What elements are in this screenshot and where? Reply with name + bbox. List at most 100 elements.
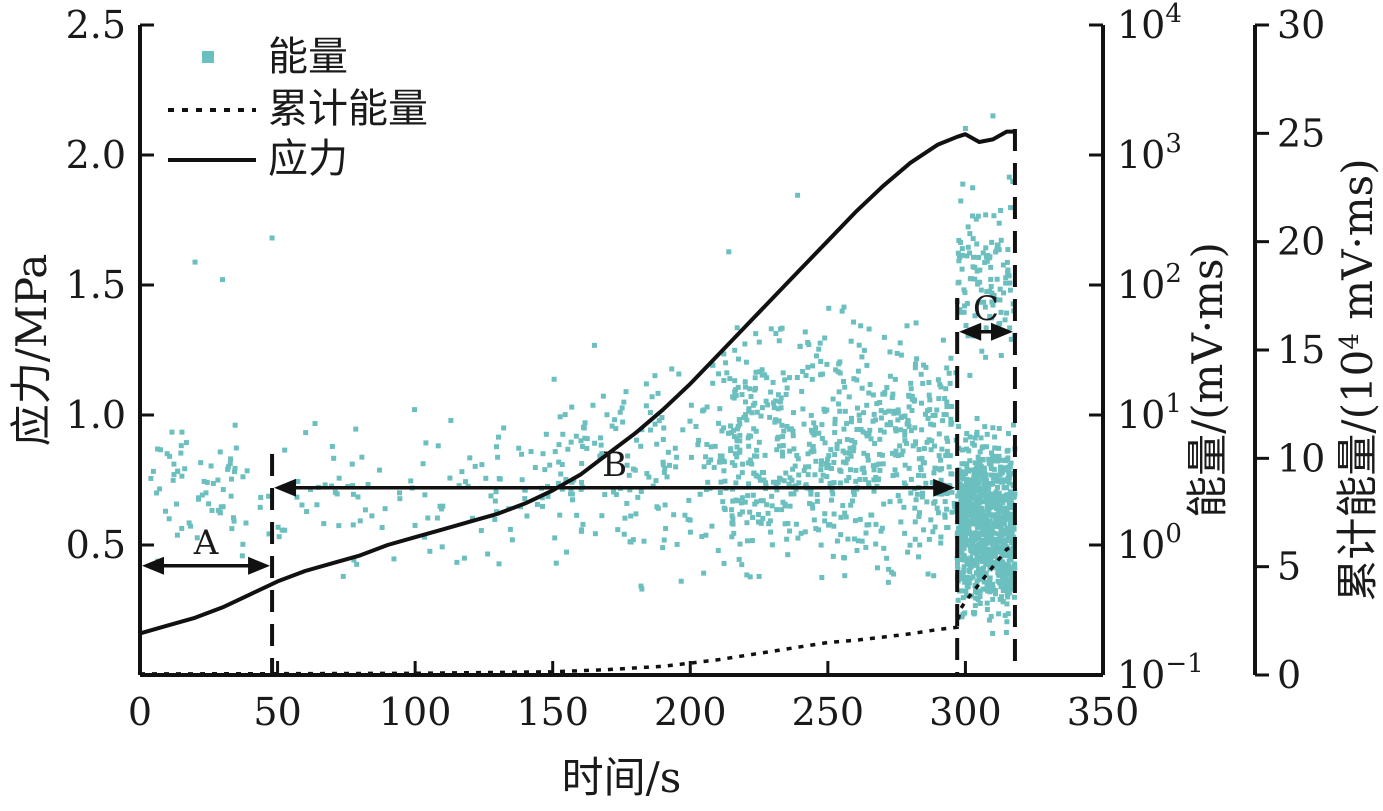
energy-point	[350, 491, 356, 497]
energy-point	[852, 439, 858, 445]
energy-point	[873, 521, 879, 527]
energy-point	[295, 478, 301, 484]
energy-point	[749, 538, 755, 544]
energy-point	[615, 527, 621, 533]
energy-point	[949, 403, 955, 409]
energy-point	[379, 525, 385, 531]
energy-point	[818, 467, 824, 473]
energy-point	[329, 443, 335, 449]
energy-point	[744, 538, 750, 544]
energy-point	[748, 394, 754, 400]
energy-point	[720, 499, 726, 505]
energy-point	[983, 554, 989, 560]
energy-point	[169, 429, 175, 435]
energy-point	[962, 539, 968, 545]
energy-point	[787, 475, 793, 481]
energy-point	[904, 421, 910, 427]
energy-point	[944, 448, 950, 454]
energy-point	[425, 515, 431, 521]
energy-point	[995, 504, 1001, 510]
energy-point	[780, 370, 786, 376]
energy-point	[674, 541, 680, 547]
energy-point	[736, 556, 742, 562]
energy-point	[990, 630, 996, 636]
energy-point	[639, 586, 645, 592]
energy-point	[796, 480, 802, 486]
energy-point	[752, 375, 758, 381]
energy-point	[496, 476, 502, 482]
energy-point	[951, 500, 957, 506]
energy-point	[573, 433, 579, 439]
energy-point	[860, 429, 866, 435]
energy-point	[955, 560, 961, 566]
energy-point	[970, 609, 976, 615]
energy-point	[558, 471, 564, 477]
energy-point	[877, 436, 883, 442]
energy-point	[776, 418, 782, 424]
energy-point	[877, 451, 883, 457]
energy-point	[974, 432, 980, 438]
energy-point	[756, 519, 762, 525]
energy-point	[832, 421, 838, 427]
energy-point	[811, 432, 817, 438]
energy-point	[935, 377, 941, 383]
energy-point	[556, 442, 562, 448]
energy-point	[839, 308, 845, 314]
energy-point	[792, 463, 798, 469]
energy-point	[439, 506, 445, 512]
energy-point	[971, 537, 977, 543]
energy-point	[876, 461, 882, 467]
energy-point	[717, 458, 723, 464]
energy-point	[947, 380, 953, 386]
left-y-axis-title: 应力/MPa	[7, 254, 56, 447]
energy-point	[559, 461, 565, 467]
energy-point	[973, 503, 979, 509]
energy-point	[976, 546, 982, 552]
energy-point	[225, 464, 231, 470]
energy-point	[975, 549, 981, 555]
energy-point	[1011, 522, 1017, 528]
energy-point	[853, 467, 859, 473]
energy-point	[1006, 469, 1012, 475]
energy-point	[994, 458, 1000, 464]
energy-point	[955, 566, 961, 572]
energy-point	[966, 567, 972, 573]
energy-point	[859, 354, 865, 360]
energy-point	[986, 255, 992, 261]
energy-point	[996, 445, 1002, 451]
energy-point	[942, 514, 948, 520]
energy-point	[767, 414, 773, 420]
energy-point	[946, 370, 952, 376]
energy-point	[717, 490, 723, 496]
energy-point	[993, 520, 999, 526]
energy-point	[754, 447, 760, 453]
energy-point	[988, 462, 994, 468]
energy-point	[539, 503, 545, 509]
energy-point	[496, 434, 502, 440]
energy-point	[936, 396, 942, 402]
energy-point	[974, 268, 980, 274]
energy-point	[960, 530, 966, 536]
energy-point	[779, 422, 785, 428]
energy-point	[179, 429, 185, 435]
energy-point	[938, 540, 944, 546]
energy-point	[801, 421, 807, 427]
energy-point	[353, 426, 359, 432]
energy-point	[661, 425, 667, 431]
energy-point	[811, 448, 817, 454]
energy-point	[944, 404, 950, 410]
energy-point	[746, 408, 752, 414]
energy-point	[599, 513, 605, 519]
energy-point	[925, 571, 931, 577]
energy-point	[772, 419, 778, 425]
energy-point	[612, 417, 618, 423]
energy-point	[349, 461, 355, 467]
energy-point	[652, 373, 658, 379]
energy-point	[961, 545, 967, 551]
energy-point	[994, 247, 1000, 253]
energy-point	[693, 423, 699, 429]
energy-point	[732, 389, 738, 395]
energy-point	[778, 395, 784, 401]
energy-point	[852, 518, 858, 524]
energy-point	[501, 425, 507, 431]
